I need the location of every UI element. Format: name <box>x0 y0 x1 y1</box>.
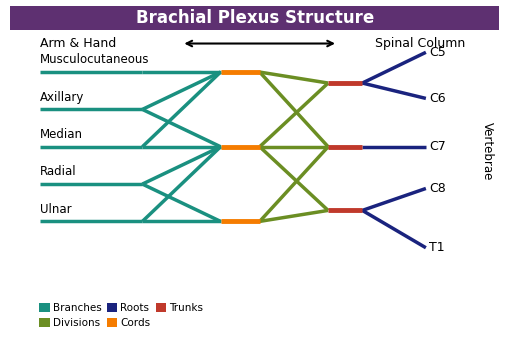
Bar <box>10 6 499 30</box>
Text: Brachial Plexus Structure: Brachial Plexus Structure <box>136 9 374 27</box>
Text: Median: Median <box>40 128 83 141</box>
Text: C8: C8 <box>430 182 446 195</box>
Text: Musculocutaneous: Musculocutaneous <box>40 53 149 66</box>
Text: T1: T1 <box>430 241 445 254</box>
Text: Spinal Column: Spinal Column <box>375 37 465 50</box>
Text: Vertebrae: Vertebrae <box>480 122 493 180</box>
Text: Ulnar: Ulnar <box>40 203 71 216</box>
Text: C5: C5 <box>430 46 446 59</box>
Text: C7: C7 <box>430 140 446 153</box>
Text: C6: C6 <box>430 92 446 105</box>
Text: Axillary: Axillary <box>40 91 84 104</box>
Text: Arm & Hand: Arm & Hand <box>40 37 116 50</box>
Text: Radial: Radial <box>40 165 76 178</box>
Legend: Branches, Divisions, Roots, Cords, Trunks: Branches, Divisions, Roots, Cords, Trunk… <box>35 299 207 333</box>
